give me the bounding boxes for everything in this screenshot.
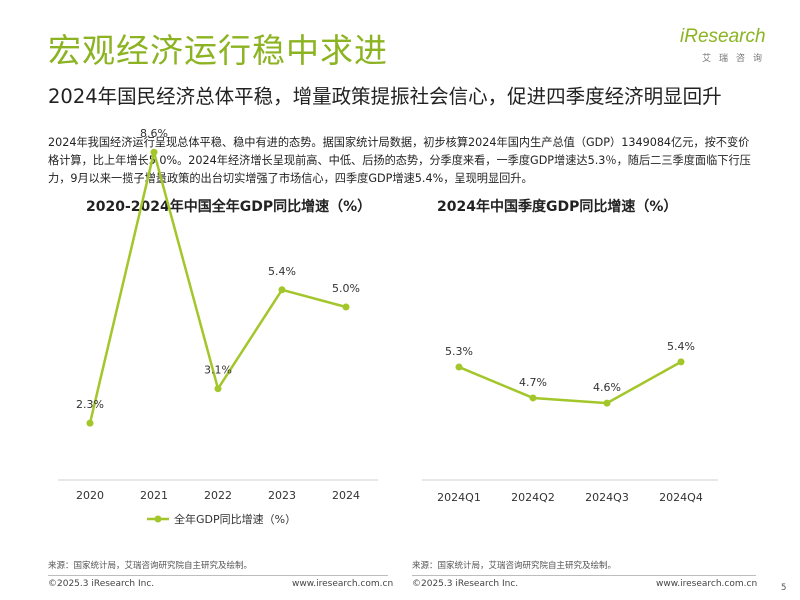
legend-label: 全年GDP同比增速（%） [174, 512, 296, 526]
quarterly-point [677, 358, 685, 366]
quarterly-tick-label: 2024Q1 [437, 491, 481, 504]
iresearch-logo: iResearch 艾瑞咨询 [680, 26, 770, 64]
quarterly-data-label: 5.4% [667, 340, 695, 353]
page-title: 宏观经济运行稳中求进 [48, 31, 388, 70]
quarterly-tick-label: 2024Q2 [511, 491, 555, 504]
annual-gdp-line-chart: 2.3% 2020 8.6% 2021 3.1% 2022 5.4% 2023 5.0% 2024… [58, 127, 378, 526]
annual-point [86, 419, 94, 427]
footer-divider-right [412, 575, 756, 576]
quarterly-data-label: 4.7% [519, 376, 547, 389]
annual-chart-title: 2020-2024年中国全年GDP同比增速（%） [86, 199, 372, 215]
quarterly-point [603, 399, 611, 407]
copyright-left: ©2025.3 iResearch Inc. [48, 579, 155, 589]
logo-wordmark: iResearch [680, 26, 766, 47]
legend-point-marker [154, 515, 162, 523]
source-note-right: 来源：国家统计局，艾瑞咨询研究院自主研究及绘制。 [412, 561, 617, 571]
annual-series-line [88, 150, 347, 424]
annual-data-label: 5.0% [332, 282, 360, 295]
annual-tick-label: 2021 [140, 489, 168, 502]
annual-data-label: 2.3% [76, 398, 104, 411]
body-paragraph: 2024年我国经济运行呈现总体平稳、稳中有进的态势。据国家统计局数据，初步核算2… [48, 136, 751, 185]
quarterly-data-label: 5.3% [445, 345, 473, 358]
quarterly-point [455, 363, 463, 371]
annual-data-label: 5.4% [268, 265, 296, 278]
footer-divider-left [48, 575, 388, 576]
quarterly-tick-label: 2024Q4 [659, 491, 703, 504]
page-number: 5 [781, 583, 787, 593]
page-subtitle: 2024年国民经济总体平稳，增量政策提振社会信心，促进四季度经济明显回升 [48, 85, 722, 108]
quarterly-series-line [458, 360, 682, 405]
annual-tick-label: 2023 [268, 489, 296, 502]
quarterly-tick-label: 2024Q3 [585, 491, 629, 504]
quarterly-gdp-line-chart: 5.3% 2024Q1 4.7% 2024Q2 4.6% 2024Q3 5.4% 2024Q4 [422, 340, 718, 504]
annual-point [278, 286, 286, 294]
copyright-right: ©2025.3 iResearch Inc. [412, 579, 519, 589]
source-note-left: 来源：国家统计局，艾瑞咨询研究院自主研究及绘制。 [48, 561, 253, 571]
annual-point [214, 385, 222, 393]
annual-tick-label: 2024 [332, 489, 360, 502]
annual-point [150, 148, 158, 156]
quarterly-point [529, 394, 537, 402]
annual-data-label: 3.1% [204, 364, 232, 377]
website-link-left[interactable]: www.iresearch.com.cn [292, 579, 394, 589]
quarterly-chart-title: 2024年中国季度GDP同比增速（%） [437, 199, 678, 215]
annual-tick-label: 2020 [76, 489, 104, 502]
annual-point [342, 303, 350, 311]
logo-subtext: 艾瑞咨询 [701, 54, 770, 64]
quarterly-data-label: 4.6% [593, 381, 621, 394]
annual-tick-label: 2022 [204, 489, 232, 502]
website-link-right[interactable]: www.iresearch.com.cn [656, 579, 758, 589]
annual-data-label: 8.6% [140, 127, 168, 140]
